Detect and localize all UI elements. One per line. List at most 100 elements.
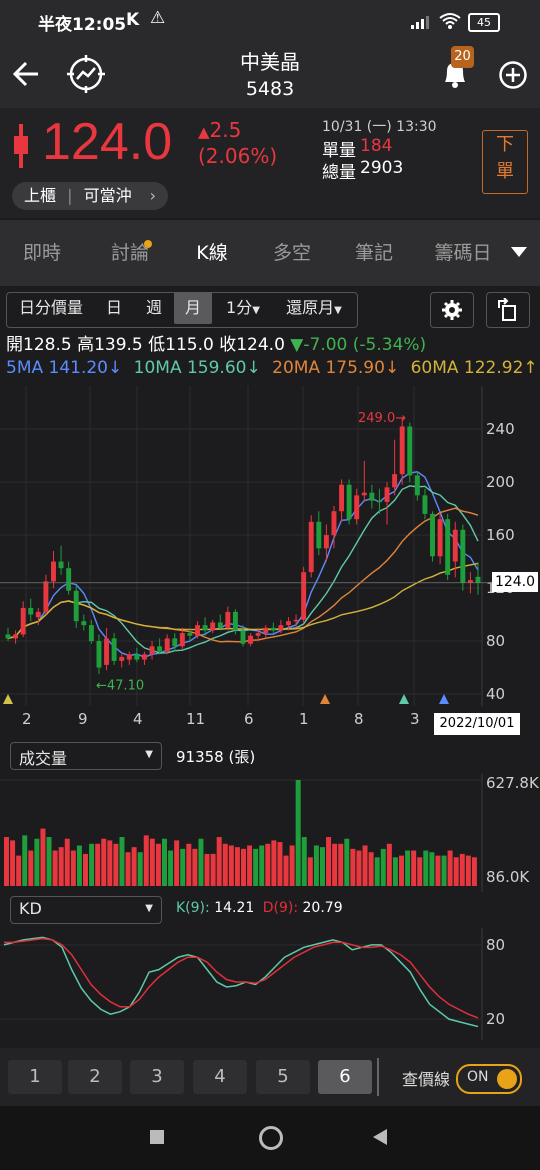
crosshair-chart-icon[interactable] [66,54,106,94]
tab-realtime[interactable]: 即時 [22,242,61,264]
volume-bar [441,855,447,886]
back-triangle-icon[interactable] [372,1128,388,1146]
candle-body [346,484,352,520]
rotate-screen-button[interactable] [486,292,530,328]
ohlc-summary: 開128.5 高139.5 低115.0 收124.0 ▼-7.00 (-5.3… [6,330,426,355]
segment-month[interactable]: 月 [174,292,212,324]
volume-bar [344,838,350,886]
candle-body [111,638,117,661]
tab-discussion[interactable]: 討論 [110,242,149,264]
volume-chart[interactable]: 627.8K 86.0K [0,774,540,892]
volume-bar [70,850,76,886]
rotate-icon [498,298,516,321]
adjust-dropdown[interactable]: 還原月▼ [278,292,350,324]
layout-button-5[interactable]: 5 [256,1060,310,1094]
total-volume-value: 2903 [360,158,404,178]
x-tick-label: 1 [299,710,309,728]
volume-bar [4,837,9,886]
ma5-label: 5MA 141.20↓ [6,358,123,378]
kd-indicator-dropdown[interactable]: KD ▼ [10,896,162,924]
ma-legend: 5MA 141.20↓ 10MA 159.60↓ 20MA 175.90↓ 60… [6,358,538,378]
segment-week[interactable]: 週 [145,298,162,317]
x-tick-label: 2 [22,710,32,728]
volume-indicator-dropdown[interactable]: 成交量 ▼ [10,742,162,770]
wifi-icon [439,13,461,29]
y-tick-label: 40 [486,685,505,703]
home-icon[interactable] [259,1126,283,1150]
volume-bar [265,843,271,886]
layout-button-4[interactable]: 4 [193,1060,247,1094]
divider [377,1058,379,1096]
candle-body [164,638,170,652]
volume-bar [320,847,325,886]
volume-bar [143,835,149,886]
segment-intraday[interactable]: 日分價量 [18,298,83,317]
current-price-tag: 124.0 [492,572,538,592]
interval-dropdown[interactable]: 1分▼ [218,292,268,324]
adjust-label: 還原月 [286,298,335,317]
tab-notes[interactable]: 筆記 [354,242,393,264]
event-marker [320,694,330,704]
k-line [3,936,479,1028]
y-tick-label: 200 [486,473,515,491]
kd-tick-label: 80 [486,936,505,954]
candle-body [5,634,11,639]
candle-body [187,633,193,636]
candle-body [13,634,19,639]
candle-body [81,621,87,626]
back-arrow-icon[interactable] [12,60,42,88]
system-nav-bar [0,1106,540,1170]
up-triangle-icon: ▲ [198,123,210,141]
cursor-line-toggle[interactable]: ON [456,1064,522,1094]
candle-body [354,495,360,520]
battery-icon: 45 [468,13,500,32]
volume-bar [46,837,52,886]
candle-body [460,529,466,583]
tab-kline[interactable]: K線 [196,242,228,264]
candle-body [255,633,261,636]
add-circle-icon[interactable] [498,60,528,90]
layout-button-6[interactable]: 6 [318,1060,372,1094]
candle-body [399,426,405,475]
signal-icon [411,16,429,29]
quote-datetime: 10/31 (一) 13:30 [322,119,437,135]
volume-bar [429,852,435,886]
layout-button-2[interactable]: 2 [68,1060,122,1094]
status-bar: 半夜12:05 K ⚠ 45 [0,0,540,40]
candle-body [361,492,367,496]
candle-body [301,572,307,620]
candle-body [217,622,223,628]
candle-body [119,656,125,661]
layout-button-1[interactable]: 1 [8,1060,62,1094]
volume-bar [58,847,64,886]
ohlc-change: -7.00 (-5.34%) [303,335,427,355]
volume-bar [362,845,368,886]
segment-day[interactable]: 日 [105,298,122,317]
layout-button-3[interactable]: 3 [130,1060,184,1094]
tab-more-button[interactable] [500,220,540,286]
settings-button[interactable] [430,292,474,328]
volume-bar [247,845,253,886]
volume-bar [22,835,28,886]
caret-down-icon: ▼ [252,305,260,316]
candle-body [467,580,473,583]
recents-icon[interactable] [150,1130,164,1144]
volume-bar [95,843,101,886]
volume-bar [222,843,228,886]
volume-bar [155,843,161,886]
kd-selector-label: KD [19,899,42,918]
volume-bar [89,843,95,886]
market-info-chip[interactable]: 上櫃 | 可當沖 › [12,182,168,210]
candle-body [248,635,254,644]
y-tick-label: 160 [486,526,515,544]
volume-bar [417,857,423,886]
order-button[interactable]: 下 單 [482,130,528,194]
tab-chips[interactable]: 籌碼日 [434,242,492,264]
toggle-state: ON [467,1069,489,1085]
candle-body [278,625,284,631]
volume-bar [386,843,392,886]
tab-bull-bear[interactable]: 多空 [272,242,311,264]
volume-bar [368,852,374,886]
